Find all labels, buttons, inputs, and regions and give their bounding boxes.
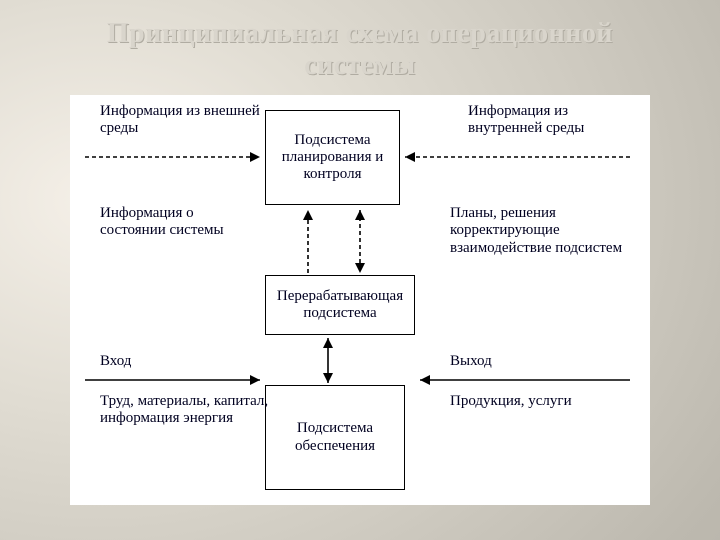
node-planning-label: Подсистема планирования и контроля: [270, 132, 395, 184]
title-line-1: Принципиальная схема операционной: [107, 18, 613, 49]
title-line-2: системы: [304, 50, 416, 81]
label-product: Продукция, услуги: [450, 393, 600, 410]
label-input: Вход: [100, 353, 220, 370]
label-system-state: Информация о состоянии системы: [100, 205, 260, 240]
slide-stage: Принципиальная схема операционной систем…: [0, 0, 720, 540]
label-internal-info: Информация из внутренней среды: [468, 103, 638, 138]
node-support-label: Подсистема обеспечения: [270, 420, 400, 455]
node-planning: Подсистема планирования и контроля: [265, 110, 400, 205]
node-processing: Перерабатывающая подсистема: [265, 275, 415, 335]
label-external-info: Информация из внешней среды: [100, 103, 260, 138]
label-output: Выход: [450, 353, 570, 370]
diagram-canvas: Подсистема планирования и контроля Перер…: [70, 95, 650, 505]
label-labor: Труд, материалы, капитал, информация эне…: [100, 393, 270, 428]
node-processing-label: Перерабатывающая подсистема: [270, 288, 410, 323]
node-support: Подсистема обеспечения: [265, 385, 405, 490]
slide-title: Принципиальная схема операционной систем…: [0, 18, 720, 82]
label-plans: Планы, решения корректирующие взаимодейс…: [450, 205, 650, 257]
